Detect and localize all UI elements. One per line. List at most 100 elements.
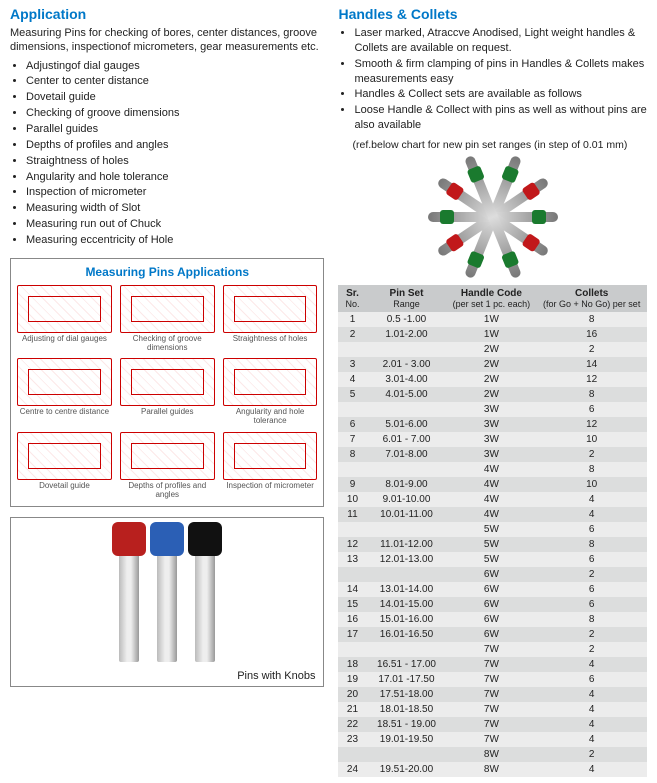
th-handle: Handle Code (per set 1 pc. each)	[446, 285, 536, 312]
apps-panel-title: Measuring Pins Applications	[17, 265, 317, 279]
table-cell: 0.5 -1.00	[366, 312, 446, 327]
table-cell: 17	[338, 627, 366, 642]
table-cell: 7W	[446, 717, 536, 732]
table-cell: 5W	[446, 537, 536, 552]
application-bullet: Adjustingof dial gauges	[26, 59, 324, 74]
table-cell: 2	[338, 327, 366, 342]
table-row: 1716.01-16.506W2	[338, 627, 647, 642]
table-cell	[338, 642, 366, 657]
handles-bullet: Smooth & firm clamping of pins in Handle…	[354, 57, 647, 87]
table-cell: 7.01-8.00	[366, 447, 446, 462]
table-row: 1413.01-14.006W6	[338, 582, 647, 597]
table-cell: 14.01-15.00	[366, 597, 446, 612]
th-handle-l1: Handle Code	[461, 288, 522, 299]
table-cell	[338, 342, 366, 357]
table-row: 32.01 - 3.002W14	[338, 357, 647, 372]
app-cell: Adjusting of dial gauges	[17, 285, 112, 353]
handles-bullet: Handles & Collect sets are available as …	[354, 87, 647, 102]
table-row: 2W2	[338, 342, 647, 357]
table-cell: 12	[536, 417, 647, 432]
application-bullet: Center to center distance	[26, 74, 324, 89]
table-cell: 6W	[446, 612, 536, 627]
application-intro: Measuring Pins for checking of bores, ce…	[10, 26, 324, 55]
table-cell	[366, 567, 446, 582]
table-cell: 19.01-19.50	[366, 732, 446, 747]
application-bullet: Parallel guides	[26, 122, 324, 137]
table-cell: 4	[536, 492, 647, 507]
app-caption: Depths of profiles and angles	[120, 482, 215, 500]
app-caption: Checking of groove dimensions	[120, 335, 215, 353]
handles-bullet: Loose Handle & Collect with pins as well…	[354, 103, 647, 133]
table-cell: 17.51-18.00	[366, 687, 446, 702]
table-cell: 2W	[446, 357, 536, 372]
table-row: 4W8	[338, 462, 647, 477]
app-figure-icon	[120, 358, 215, 406]
table-cell	[366, 462, 446, 477]
table-cell: 4W	[446, 462, 536, 477]
table-cell: 16.01-16.50	[366, 627, 446, 642]
table-cell: 7W	[446, 642, 536, 657]
table-cell: 4	[536, 702, 647, 717]
app-cell: Straightness of holes	[223, 285, 318, 353]
table-cell: 4W	[446, 477, 536, 492]
pin-black-icon	[195, 552, 215, 662]
application-bullet: Depths of profiles and angles	[26, 138, 324, 153]
th-range-l2: Range	[370, 299, 442, 309]
table-cell: 20	[338, 687, 366, 702]
app-cell: Dovetail guide	[17, 432, 112, 500]
table-cell	[338, 567, 366, 582]
table-cell: 8	[536, 312, 647, 327]
table-cell	[338, 462, 366, 477]
app-figure-icon	[17, 432, 112, 480]
apps-grid: Adjusting of dial gauges Checking of groo…	[17, 285, 317, 500]
table-cell: 10	[536, 477, 647, 492]
table-cell: 1.01-2.00	[366, 327, 446, 342]
table-cell: 13	[338, 552, 366, 567]
table-cell: 4.01-5.00	[366, 387, 446, 402]
app-figure-icon	[120, 432, 215, 480]
th-range: Pin Set Range	[366, 285, 446, 312]
app-figure-icon	[223, 358, 318, 406]
table-cell: 1W	[446, 312, 536, 327]
table-cell: 5	[338, 387, 366, 402]
table-cell	[366, 642, 446, 657]
app-caption: Centre to centre distance	[17, 408, 112, 417]
app-cell: Checking of groove dimensions	[120, 285, 215, 353]
th-sr-l2: No.	[342, 299, 362, 309]
table-cell: 2	[536, 627, 647, 642]
table-row: 21.01-2.001W16	[338, 327, 647, 342]
th-collets-l2: (for Go + No Go) per set	[540, 299, 643, 309]
table-row: 65.01-6.003W12	[338, 417, 647, 432]
table-cell: 8	[536, 537, 647, 552]
app-caption: Inspection of micrometer	[223, 482, 318, 491]
table-cell: 7	[338, 432, 366, 447]
app-caption: Parallel guides	[120, 408, 215, 417]
table-cell: 19.51-20.00	[366, 762, 446, 777]
table-cell: 1W	[446, 327, 536, 342]
table-cell: 18.01-18.50	[366, 702, 446, 717]
table-cell: 12	[536, 372, 647, 387]
table-row: 109.01-10.004W4	[338, 492, 647, 507]
table-cell: 21	[338, 702, 366, 717]
app-figure-icon	[223, 432, 318, 480]
apps-panel: Measuring Pins Applications Adjusting of…	[10, 258, 324, 507]
table-row: 6W2	[338, 567, 647, 582]
table-cell: 4	[536, 762, 647, 777]
table-cell: 6	[536, 402, 647, 417]
table-row: 10.5 -1.001W8	[338, 312, 647, 327]
pinset-table: Sr. No. Pin Set Range Handle Code (per s…	[338, 285, 647, 777]
table-cell: 10	[536, 432, 647, 447]
table-cell: 3W	[446, 432, 536, 447]
th-collets-l1: Collets	[575, 288, 608, 299]
app-figure-icon	[120, 285, 215, 333]
table-cell: 3W	[446, 447, 536, 462]
table-cell: 2.01 - 3.00	[366, 357, 446, 372]
table-cell: 7W	[446, 687, 536, 702]
table-row: 2319.01-19.507W4	[338, 732, 647, 747]
table-cell: 4	[536, 717, 647, 732]
table-row: 1211.01-12.005W8	[338, 537, 647, 552]
right-column: Handles & Collets Laser marked, Atraccve…	[338, 6, 647, 777]
table-cell: 6W	[446, 627, 536, 642]
table-cell	[338, 747, 366, 762]
table-row: 8W2	[338, 747, 647, 762]
